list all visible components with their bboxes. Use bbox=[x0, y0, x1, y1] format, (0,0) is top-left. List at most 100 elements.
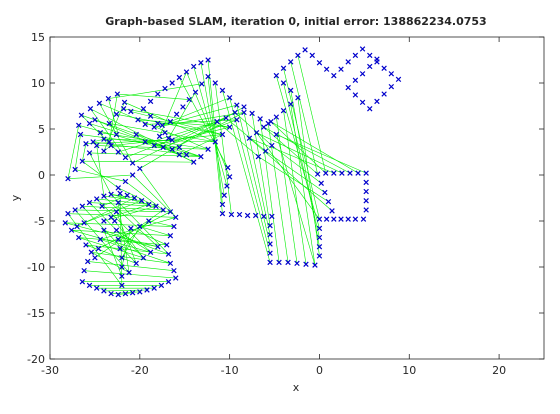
pose-marker bbox=[367, 63, 373, 70]
pose-marker bbox=[72, 207, 78, 213]
y-tick-label: 5 bbox=[38, 123, 45, 136]
pose-marker bbox=[323, 170, 329, 176]
graph-edge bbox=[136, 134, 194, 163]
graph-edge bbox=[270, 121, 326, 174]
pose-marker bbox=[294, 260, 300, 267]
pose-marker bbox=[276, 259, 282, 266]
pose-marker bbox=[273, 114, 280, 120]
pose-marker bbox=[101, 218, 107, 224]
pose-marker bbox=[219, 87, 226, 94]
graph-edge bbox=[100, 239, 171, 264]
pose-marker bbox=[93, 285, 100, 291]
graph-edge bbox=[163, 119, 237, 148]
pose-marker bbox=[167, 232, 174, 239]
graph-edge bbox=[108, 83, 201, 99]
pose-marker bbox=[137, 223, 143, 230]
graph-edge bbox=[121, 228, 132, 268]
graph-edge bbox=[222, 90, 271, 263]
graph-edge bbox=[249, 137, 333, 212]
pose-marker bbox=[101, 148, 107, 154]
graph-edge bbox=[229, 97, 271, 254]
pose-marker bbox=[129, 172, 136, 178]
pose-marker bbox=[183, 69, 190, 75]
pose-marker bbox=[101, 136, 107, 142]
pose-marker bbox=[338, 216, 344, 222]
pose-marker bbox=[106, 120, 113, 127]
pose-marker bbox=[155, 91, 161, 97]
pose-marker bbox=[92, 117, 98, 123]
graph-edge bbox=[65, 222, 158, 248]
pose-marker bbox=[345, 84, 351, 91]
pose-marker bbox=[267, 241, 273, 247]
pose-marker bbox=[173, 214, 179, 221]
pose-marker bbox=[155, 120, 161, 127]
pose-marker bbox=[331, 72, 337, 79]
pose-marker bbox=[267, 232, 273, 238]
pose-marker bbox=[261, 124, 267, 130]
graph-edge bbox=[216, 121, 259, 157]
x-tick-label: 0 bbox=[316, 364, 323, 377]
graph-edge bbox=[82, 160, 194, 163]
pose-marker bbox=[219, 210, 226, 217]
graph-edge bbox=[99, 103, 133, 164]
pose-marker bbox=[84, 258, 91, 265]
pose-marker bbox=[226, 94, 233, 101]
pose-marker bbox=[129, 160, 136, 166]
pose-marker bbox=[223, 115, 229, 121]
graph-edge bbox=[101, 194, 128, 207]
pose-marker bbox=[81, 220, 87, 226]
y-axis-label: y bbox=[9, 194, 22, 201]
graph-edge bbox=[85, 244, 137, 264]
pose-marker bbox=[165, 135, 172, 141]
pose-marker bbox=[165, 251, 172, 257]
pose-marker bbox=[232, 109, 238, 116]
pose-marker bbox=[180, 104, 186, 110]
pose-marker bbox=[92, 255, 98, 261]
pose-marker bbox=[169, 146, 175, 152]
pose-marker bbox=[108, 290, 114, 297]
graph-edge bbox=[67, 174, 133, 179]
pose-marker bbox=[97, 236, 104, 243]
graph-edge bbox=[96, 198, 149, 205]
pose-marker bbox=[106, 139, 113, 145]
pose-marker bbox=[198, 153, 204, 160]
pose-marker bbox=[212, 139, 218, 145]
pose-marker bbox=[388, 71, 395, 77]
poses-layer bbox=[62, 46, 402, 298]
pose-marker bbox=[155, 244, 161, 250]
graph-edge bbox=[108, 93, 118, 142]
pose-marker bbox=[165, 278, 172, 285]
pose-marker bbox=[363, 170, 369, 176]
graph-edge bbox=[103, 195, 142, 202]
pose-marker bbox=[105, 95, 112, 102]
graph-edge bbox=[283, 110, 307, 265]
pose-marker bbox=[101, 227, 107, 233]
pose-marker bbox=[114, 91, 121, 97]
pose-marker bbox=[119, 282, 125, 289]
pose-marker bbox=[352, 216, 359, 222]
pose-marker bbox=[199, 81, 205, 87]
pose-marker bbox=[147, 98, 154, 105]
pose-marker bbox=[140, 255, 147, 261]
graph-edge bbox=[263, 126, 351, 174]
pose-marker bbox=[122, 178, 129, 185]
pose-marker bbox=[159, 122, 165, 129]
pose-marker bbox=[171, 267, 177, 274]
pose-marker bbox=[131, 195, 138, 201]
pose-marker bbox=[135, 117, 141, 123]
pose-marker bbox=[115, 291, 121, 298]
pose-marker bbox=[133, 260, 139, 267]
pose-marker bbox=[101, 288, 107, 294]
pose-marker bbox=[363, 207, 369, 213]
graph-edge bbox=[74, 134, 81, 170]
pose-marker bbox=[86, 282, 93, 289]
pose-marker bbox=[117, 190, 123, 197]
graph-edge bbox=[85, 244, 169, 255]
pose-marker bbox=[255, 153, 262, 160]
pose-marker bbox=[287, 101, 294, 107]
pose-marker bbox=[126, 269, 132, 276]
pose-marker bbox=[280, 80, 287, 86]
pose-marker bbox=[173, 111, 180, 118]
pose-marker bbox=[173, 275, 179, 281]
